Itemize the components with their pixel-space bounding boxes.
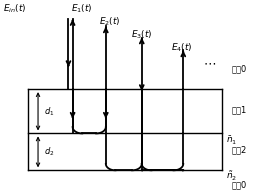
Text: $E_1(t)$: $E_1(t)$ bbox=[71, 3, 93, 15]
Text: $\tilde{n}_2$: $\tilde{n}_2$ bbox=[226, 169, 237, 183]
Text: 介质2: 介质2 bbox=[232, 146, 247, 155]
Text: 介质0: 介质0 bbox=[232, 180, 247, 189]
Text: $\cdots$: $\cdots$ bbox=[203, 57, 216, 70]
Text: $d_1$: $d_1$ bbox=[44, 105, 54, 117]
Text: 介质0: 介质0 bbox=[232, 64, 247, 73]
Text: $E_2(t)$: $E_2(t)$ bbox=[99, 16, 121, 28]
Text: $\bar{n}_1$: $\bar{n}_1$ bbox=[226, 134, 237, 147]
Text: $E_{in}(t)$: $E_{in}(t)$ bbox=[3, 3, 27, 15]
Text: $E_4(t)$: $E_4(t)$ bbox=[171, 42, 193, 54]
Text: $E_3(t)$: $E_3(t)$ bbox=[131, 29, 152, 41]
Text: $d_2$: $d_2$ bbox=[44, 146, 54, 158]
Text: 介质1: 介质1 bbox=[232, 105, 247, 114]
